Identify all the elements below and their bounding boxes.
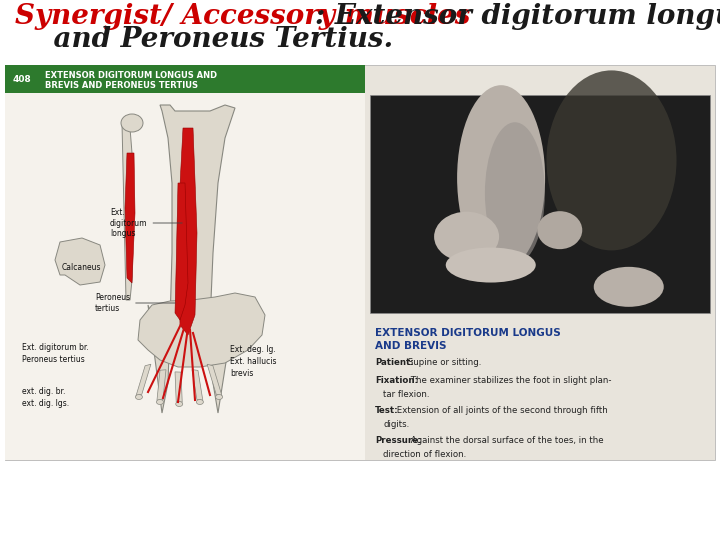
Ellipse shape (156, 400, 163, 404)
Ellipse shape (457, 85, 545, 271)
Text: EXTENSOR DIGITORUM LONGUS: EXTENSOR DIGITORUM LONGUS (375, 328, 561, 338)
Polygon shape (175, 183, 188, 320)
Text: and Peroneus Tertius.: and Peroneus Tertius. (15, 26, 393, 53)
Ellipse shape (176, 402, 183, 407)
Ellipse shape (485, 122, 545, 264)
Polygon shape (175, 372, 182, 402)
Text: ext. dig. br.: ext. dig. br. (22, 388, 66, 396)
Text: Ext.
digitorum
longus: Ext. digitorum longus (110, 208, 182, 238)
Polygon shape (136, 364, 151, 396)
Text: EXTENSOR DIGITORUM LONGUS AND: EXTENSOR DIGITORUM LONGUS AND (45, 71, 217, 79)
Polygon shape (157, 370, 166, 400)
Text: Pressure:: Pressure: (375, 436, 422, 445)
Text: digits.: digits. (383, 420, 409, 429)
Ellipse shape (537, 211, 582, 249)
Text: Ext. digitorum br.: Ext. digitorum br. (22, 342, 89, 352)
Polygon shape (178, 128, 197, 335)
Polygon shape (55, 238, 105, 285)
Text: Synergist/ Accessory muscles: Synergist/ Accessory muscles (15, 3, 470, 30)
Text: brevis: brevis (230, 369, 253, 379)
Text: Peroneus
tertius: Peroneus tertius (95, 293, 175, 313)
Text: The examiner stabilizes the foot in slight plan-: The examiner stabilizes the foot in slig… (408, 376, 612, 385)
Bar (5, 65, 365, 93)
Text: Supine or sitting.: Supine or sitting. (405, 358, 482, 367)
Text: 408: 408 (13, 75, 32, 84)
Text: Test:: Test: (375, 406, 399, 415)
Ellipse shape (197, 400, 203, 404)
Ellipse shape (546, 70, 677, 251)
Text: Peroneus tertius: Peroneus tertius (22, 354, 85, 363)
Polygon shape (138, 293, 265, 367)
Polygon shape (122, 123, 132, 300)
Bar (5, 93, 365, 460)
Polygon shape (192, 369, 203, 401)
Polygon shape (148, 105, 255, 413)
Text: Calcaneus: Calcaneus (62, 262, 102, 272)
Ellipse shape (121, 114, 143, 132)
Text: Patient:: Patient: (375, 358, 414, 367)
Ellipse shape (135, 395, 143, 400)
Ellipse shape (215, 395, 222, 400)
Polygon shape (207, 364, 222, 396)
Text: tar flexion.: tar flexion. (383, 390, 430, 399)
Text: Against the dorsal surface of the toes, in the: Against the dorsal surface of the toes, … (408, 436, 604, 445)
Text: ext. dig. lgs.: ext. dig. lgs. (22, 400, 69, 408)
Text: Ext. hallucis: Ext. hallucis (230, 357, 276, 367)
Text: : Extensor digitorum longus: : Extensor digitorum longus (315, 3, 720, 30)
Ellipse shape (594, 267, 664, 307)
Ellipse shape (434, 212, 499, 262)
Text: Extension of all joints of the second through fifth: Extension of all joints of the second th… (395, 406, 608, 415)
Text: direction of flexion.: direction of flexion. (383, 450, 467, 459)
Ellipse shape (446, 247, 536, 282)
Polygon shape (125, 153, 135, 283)
Text: Ext. deg. lg.: Ext. deg. lg. (230, 346, 276, 354)
Text: BREVIS AND PERONEUS TERTIUS: BREVIS AND PERONEUS TERTIUS (45, 80, 198, 90)
Text: AND BREVIS: AND BREVIS (375, 341, 446, 351)
Text: Fixation:: Fixation: (375, 376, 418, 385)
Bar (370, 95, 710, 313)
Bar (5, 65, 715, 460)
